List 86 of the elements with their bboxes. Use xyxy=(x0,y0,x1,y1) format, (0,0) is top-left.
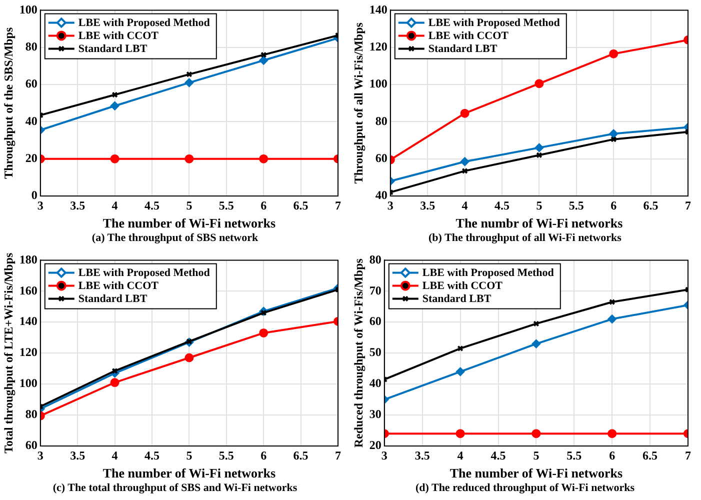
x-tick-label: 5.5 xyxy=(568,198,584,212)
legend-label: Standard LBT xyxy=(422,293,492,306)
x-tick-label: 6 xyxy=(260,448,267,462)
legend-label: LBE with Proposed Method xyxy=(78,17,210,30)
text: (c) The total throughput of SBS and Wi-Fi networks xyxy=(52,482,298,494)
y-tick-label: 30 xyxy=(369,407,382,422)
x-tick-label: 4 xyxy=(462,198,468,212)
x-tick-label: 3 xyxy=(381,448,388,462)
y-tick-label: 120 xyxy=(369,39,388,54)
text: (b) The throughput of all Wi-Fi networks xyxy=(428,232,622,244)
x-tick-label: 5 xyxy=(186,198,192,212)
x-axis-title: The number of Wi-Fi networks xyxy=(450,466,623,481)
x-tick-label: 3.5 xyxy=(70,198,86,212)
y-tick-label: 60 xyxy=(25,438,38,452)
x-tick-label: 4.5 xyxy=(144,198,160,212)
x-tick-label: 4 xyxy=(457,448,464,462)
x-tick-label: 6.5 xyxy=(642,448,658,462)
y-tick-label: 40 xyxy=(25,114,38,128)
text: (a) The throughput of SBS network xyxy=(92,232,258,244)
x-tick-label: 6.5 xyxy=(293,198,308,212)
y-tick-label: 180 xyxy=(19,252,38,266)
y-tick-label: 100 xyxy=(19,376,38,390)
x-tick-label: 4.5 xyxy=(144,448,160,462)
y-tick-label: 100 xyxy=(369,76,388,91)
x-tick-label: 6 xyxy=(260,198,267,212)
y-tick-label: 60 xyxy=(25,76,38,91)
x-tick-label: 6.5 xyxy=(293,448,308,462)
y-tick-label: 0 xyxy=(31,188,38,202)
x-tick-label: 7 xyxy=(685,198,691,212)
y-tick-label: 20 xyxy=(369,438,382,452)
x-tick-label: 5 xyxy=(186,448,192,462)
legend-label: Standard LBT xyxy=(78,43,148,56)
x-axis-title: The number of Wi-Fi networks xyxy=(102,216,276,231)
x-tick-label: 5 xyxy=(533,448,540,462)
x-tick-label: 7 xyxy=(685,448,691,462)
x-tick-label: 4.5 xyxy=(490,448,506,462)
legend-label: LBE with CCOT xyxy=(422,280,504,292)
y-tick-label: 40 xyxy=(375,188,388,202)
x-tick-label: 3.5 xyxy=(70,448,86,462)
x-axis-title: The number of Wi-Fi networks xyxy=(102,466,276,481)
text: (d) The reduced throughput of Wi-Fi networks xyxy=(415,482,634,494)
x-tick-label: 7 xyxy=(335,198,341,212)
y-tick-label: 80 xyxy=(369,252,382,266)
x-tick-label: 4.5 xyxy=(494,198,510,212)
x-tick-label: 3.5 xyxy=(420,198,436,212)
y-axis-title: Throughput of all Wi-Fis/Mbps xyxy=(351,22,366,184)
x-tick-label: 3.5 xyxy=(414,448,430,462)
y-tick-label: 80 xyxy=(25,39,38,54)
x-tick-label: 3 xyxy=(37,198,44,212)
y-tick-label: 140 xyxy=(19,314,38,328)
x-tick-label: 6.5 xyxy=(643,198,658,212)
x-tick-label: 3 xyxy=(387,198,394,212)
x-tick-label: 3 xyxy=(37,448,44,462)
y-tick-label: 100 xyxy=(19,2,38,16)
y-axis-title: Throughput of the SBS/Mbps xyxy=(1,27,16,179)
legend-label: LBE with CCOT xyxy=(428,30,510,42)
legend-label: Standard LBT xyxy=(428,43,498,56)
legend-label: LBE with Proposed Method xyxy=(428,17,560,30)
y-tick-label: 140 xyxy=(369,2,388,16)
y-tick-label: 120 xyxy=(19,345,38,360)
y-tick-label: 70 xyxy=(369,283,382,298)
y-tick-label: 50 xyxy=(369,345,382,360)
y-tick-label: 80 xyxy=(25,407,38,422)
legend-label: Standard LBT xyxy=(78,293,148,306)
x-tick-label: 5.5 xyxy=(566,448,582,462)
x-tick-label: 5.5 xyxy=(218,198,234,212)
x-tick-label: 4 xyxy=(112,448,118,462)
y-tick-label: 60 xyxy=(369,314,382,328)
legend-label: LBE with Proposed Method xyxy=(422,267,554,280)
x-tick-label: 5 xyxy=(536,198,542,212)
x-tick-label: 5.5 xyxy=(218,448,234,462)
x-tick-label: 6 xyxy=(610,198,617,212)
x-axis-title: The numbr of Wi-Fi networks xyxy=(456,216,623,231)
y-tick-label: 80 xyxy=(375,114,388,128)
y-axis-title: Total throughput of LTE+Wi-Fis/Mbps xyxy=(1,252,16,454)
x-tick-label: 6 xyxy=(609,448,616,462)
y-axis-title: Reduced throughput of Wi-Fis/Mbps xyxy=(351,258,366,448)
y-tick-label: 60 xyxy=(375,150,388,165)
legend-label: LBE with Proposed Method xyxy=(78,267,210,280)
y-tick-label: 40 xyxy=(369,376,382,390)
y-tick-label: 20 xyxy=(25,150,38,165)
x-tick-label: 7 xyxy=(335,448,341,462)
legend-label: LBE with CCOT xyxy=(78,280,160,292)
legend-label: LBE with CCOT xyxy=(78,30,160,42)
x-tick-label: 4 xyxy=(112,198,118,212)
y-tick-label: 160 xyxy=(19,283,38,298)
